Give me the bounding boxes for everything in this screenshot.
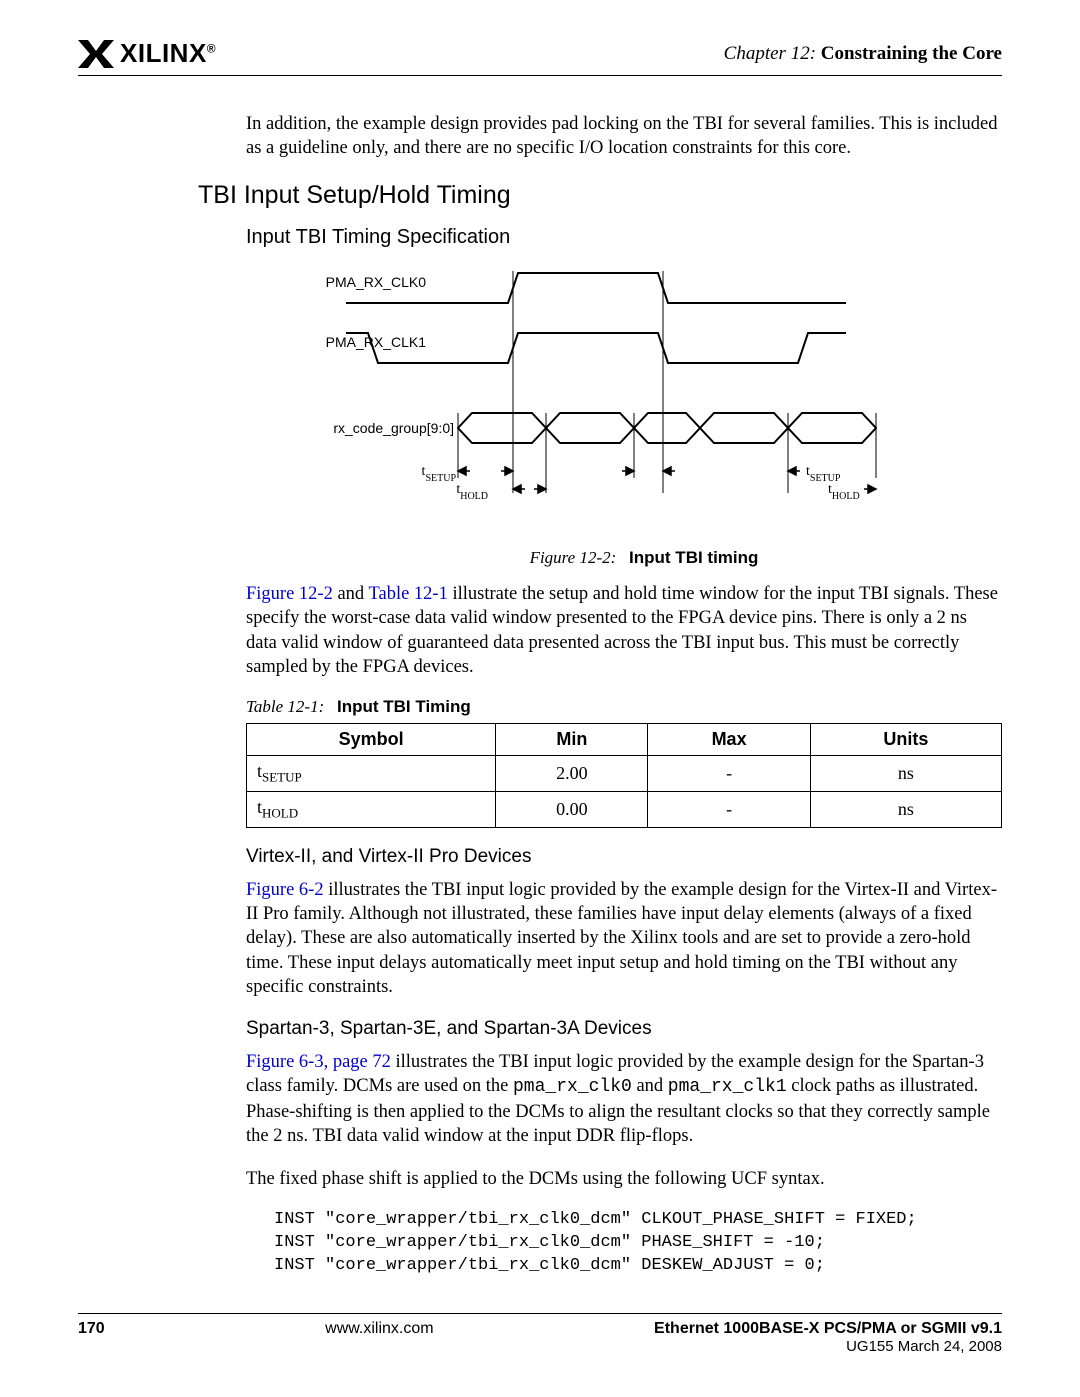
cell-max: - xyxy=(648,792,810,828)
intro-paragraph: In addition, the example design provides… xyxy=(246,112,1002,161)
cell-symbol: tHOLD xyxy=(247,792,496,828)
figure-caption-label: Figure 12-2: xyxy=(530,548,617,567)
footer-product: Ethernet 1000BASE-X PCS/PMA or SGMII v9.… xyxy=(654,1320,1002,1355)
cell-units: ns xyxy=(810,756,1001,792)
timing-table: Symbol Min Max Units tSETUP 2.00 - ns tH… xyxy=(246,723,1002,827)
subheading-spec: Input TBI Timing Specification xyxy=(246,226,1002,249)
page-number: 170 xyxy=(78,1320,105,1355)
footer-url[interactable]: www.xilinx.com xyxy=(105,1320,654,1355)
chapter-label: Chapter 12: Constraining the Core xyxy=(724,43,1002,65)
subheading-spartan: Spartan-3, Spartan-3E, and Spartan-3A De… xyxy=(246,1018,1002,1040)
cell-max: - xyxy=(648,756,810,792)
link-table-12-1[interactable]: Table 12-1 xyxy=(368,584,447,604)
spartan-paragraph-1: Figure 6-3, page 72 illustrates the TBI … xyxy=(246,1050,1002,1149)
link-figure-6-2[interactable]: Figure 6-2 xyxy=(246,880,324,900)
table-caption-label: Table 12-1: xyxy=(246,697,324,716)
tsetup-label-right: tSETUP xyxy=(806,464,841,484)
logo-text: XILINX® xyxy=(120,38,216,69)
content-column: In addition, the example design provides… xyxy=(78,112,1002,1278)
col-symbol: Symbol xyxy=(247,724,496,756)
figure-12-2: PMA_RX_CLK0 PMA_RX_CLK1 rx_code_group[9:… xyxy=(286,263,1002,568)
col-units: Units xyxy=(810,724,1001,756)
table-caption-title: Input TBI Timing xyxy=(337,697,471,716)
ucf-code-block: INST "core_wrapper/tbi_rx_clk0_dcm" CLKO… xyxy=(274,1209,1002,1278)
col-min: Min xyxy=(496,724,648,756)
code-pma-rx-clk0: pma_rx_clk0 xyxy=(513,1077,632,1097)
table-header-row: Symbol Min Max Units xyxy=(247,724,1002,756)
link-figure-6-3[interactable]: Figure 6-3, page 72 xyxy=(246,1052,391,1072)
figure-reference-paragraph: Figure 12-2 and Table 12-1 illustrate th… xyxy=(246,582,1002,680)
page-header: XILINX® Chapter 12: Constraining the Cor… xyxy=(78,38,1002,76)
tsetup-label-left: tSETUP xyxy=(422,464,457,484)
cell-symbol: tSETUP xyxy=(247,756,496,792)
chapter-number: Chapter 12: xyxy=(724,43,816,64)
section-heading-tbi: TBI Input Setup/Hold Timing xyxy=(198,181,1002,210)
figure-caption: Figure 12-2: Input TBI timing xyxy=(286,548,1002,568)
spartan-paragraph-2: The fixed phase shift is applied to the … xyxy=(246,1167,1002,1191)
table-row: tHOLD 0.00 - ns xyxy=(247,792,1002,828)
page-footer: 170 www.xilinx.com Ethernet 1000BASE-X P… xyxy=(78,1313,1002,1355)
signal-label-clk0: PMA_RX_CLK0 xyxy=(326,274,427,290)
code-pma-rx-clk1: pma_rx_clk1 xyxy=(668,1077,787,1097)
virtex-paragraph: Figure 6-2 illustrates the TBI input log… xyxy=(246,878,1002,1000)
table-row: tSETUP 2.00 - ns xyxy=(247,756,1002,792)
chapter-title: Constraining the Core xyxy=(821,43,1002,64)
cell-min: 0.00 xyxy=(496,792,648,828)
cell-min: 2.00 xyxy=(496,756,648,792)
subheading-virtex: Virtex-II, and Virtex-II Pro Devices xyxy=(246,846,1002,868)
page: XILINX® Chapter 12: Constraining the Cor… xyxy=(0,0,1080,1397)
footer-docid: UG155 March 24, 2008 xyxy=(654,1338,1002,1355)
signal-label-data: rx_code_group[9:0] xyxy=(333,420,454,436)
link-figure-12-2[interactable]: Figure 12-2 xyxy=(246,584,333,604)
logo: XILINX® xyxy=(78,38,216,69)
virtex-text: illustrates the TBI input logic provided… xyxy=(246,880,997,998)
thold-label-left: tHOLD xyxy=(456,482,488,502)
signal-label-clk1: PMA_RX_CLK1 xyxy=(326,334,427,350)
thold-label-right: tHOLD xyxy=(828,482,860,502)
timing-diagram-svg: PMA_RX_CLK0 PMA_RX_CLK1 rx_code_group[9:… xyxy=(286,263,886,533)
xilinx-logo-icon xyxy=(78,40,114,68)
cell-units: ns xyxy=(810,792,1001,828)
figure-caption-title: Input TBI timing xyxy=(629,548,758,567)
col-max: Max xyxy=(648,724,810,756)
table-caption: Table 12-1: Input TBI Timing xyxy=(246,697,1002,717)
